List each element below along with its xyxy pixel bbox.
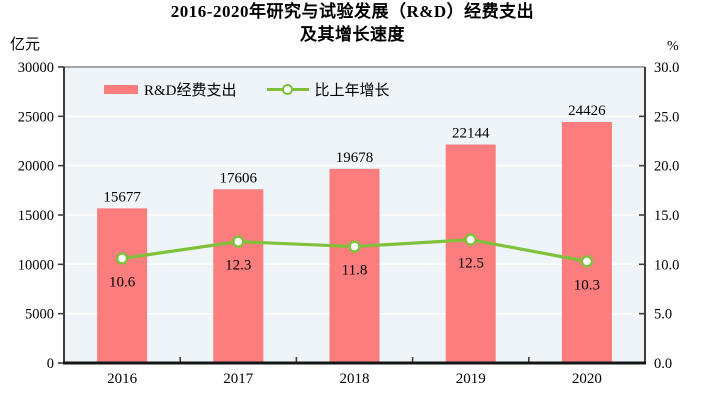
left-axis-tick-label: 20000 [18,159,54,175]
line-marker [232,235,245,248]
legend-item-bar: R&D经费支出 [104,79,237,100]
right-axis-unit-label: % [667,39,679,54]
line-value-label: 12.5 [458,256,484,272]
line-value-label: 12.3 [225,258,251,274]
bar-value-label: 19678 [336,150,374,166]
left-axis-unit-label: 亿元 [10,37,41,53]
bar-2018 [329,168,380,363]
line-marker [115,252,129,265]
x-axis-category-label: 2020 [572,371,602,387]
x-axis-category-label: 2018 [340,371,370,387]
x-axis-category-label: 2019 [456,371,486,387]
bar-value-label: 22144 [452,126,490,142]
left-axis-tick-label: 15000 [18,208,54,224]
legend-bar-label: R&D经费支出 [144,83,237,99]
chart-title: 2016-2020年研究与试验发展（R&D）经费支出 及其增长速度 [0,0,705,46]
chart-title-line2: 及其增长速度 [300,25,405,44]
line-marker [348,240,361,253]
line-value-label: 11.8 [342,263,368,279]
line-series-swatch-icon [266,83,309,96]
line-value-label: 10.6 [109,274,136,290]
left-axis-tick-label: 0 [47,356,54,372]
left-axis-tick-label: 30000 [18,60,54,76]
bar-2020 [561,121,612,364]
bar-2016 [97,208,148,363]
bar-series-swatch-icon [104,85,138,94]
right-axis-tick-label: 10.0 [654,257,679,273]
right-axis-tick-label: 5.0 [654,307,672,323]
bar-value-label: 17606 [220,170,258,186]
legend-line-label: 比上年增长 [314,83,390,99]
x-axis-category-label: 2016 [107,371,138,387]
chart-legend: R&D经费支出 比上年增长 [104,79,390,100]
right-axis-tick-label: 0.0 [654,356,672,372]
line-value-label: 10.3 [574,277,600,293]
left-axis-tick-label: 5000 [25,307,54,323]
right-axis-tick-label: 20.0 [654,159,679,175]
left-axis-tick-label: 25000 [18,109,54,125]
left-axis-tick-label: 10000 [18,257,54,273]
right-axis-tick-label: 30.0 [654,60,679,76]
line-marker [464,233,477,246]
legend-item-line: 比上年增长 [266,79,390,100]
bar-2019 [445,144,496,363]
line-marker [580,255,594,268]
x-axis-category-label: 2017 [223,371,254,387]
chart-title-line1: 2016-2020年研究与试验发展（R&D）经费支出 [170,2,535,21]
right-axis-tick-label: 25.0 [654,109,679,125]
bar-value-label: 15677 [103,189,141,205]
bar-2017 [213,189,264,363]
right-axis-tick-label: 15.0 [654,208,679,224]
bar-value-label: 24426 [568,103,606,119]
